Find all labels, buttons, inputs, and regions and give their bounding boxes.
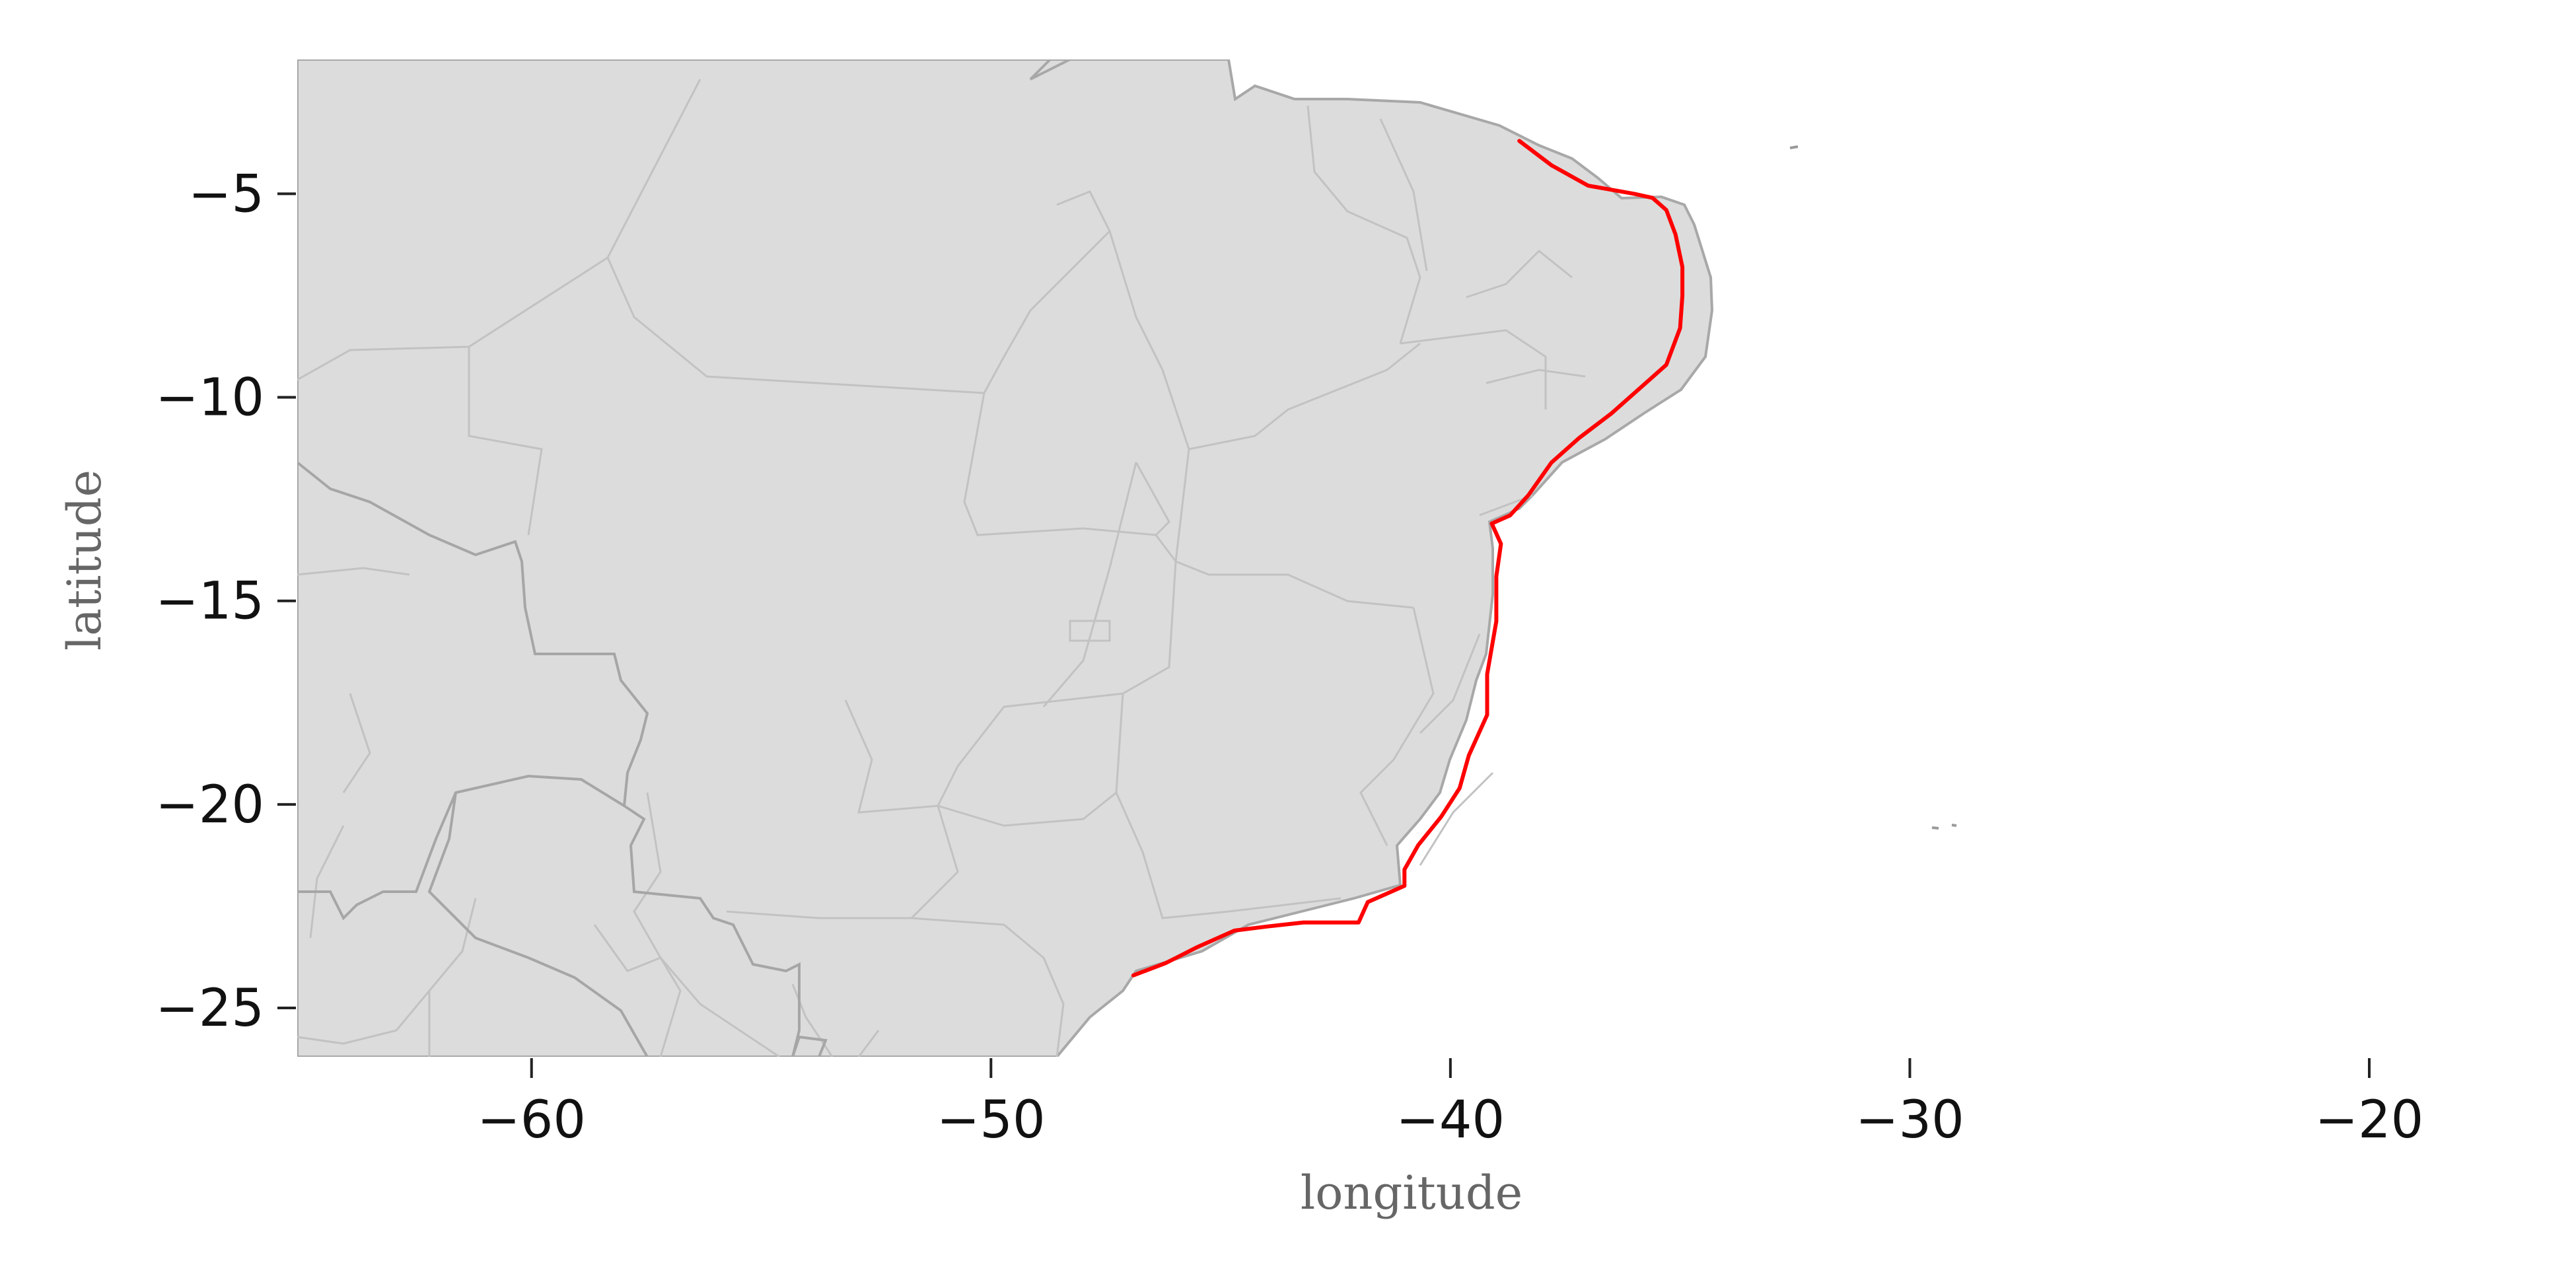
y-tick-label: −10 bbox=[155, 369, 264, 428]
highlighted-coastline bbox=[1131, 139, 1685, 978]
y-axis: −5 −10 −15 −20 −25 bbox=[155, 164, 296, 1038]
map-plot-area bbox=[297, 59, 1957, 1057]
country-borders bbox=[297, 461, 828, 1057]
x-tick-label: −60 bbox=[477, 1091, 586, 1150]
land-mass bbox=[297, 59, 1714, 1057]
x-tick-label: −50 bbox=[937, 1091, 1046, 1150]
x-axis: −60 −50 −40 −30 −20 bbox=[477, 1058, 2423, 1150]
x-tick-label: −20 bbox=[2315, 1091, 2424, 1150]
x-tick-label: −40 bbox=[1396, 1091, 1505, 1150]
y-axis-title: latitude bbox=[57, 470, 112, 651]
islands bbox=[1789, 145, 1957, 830]
x-axis-title: longitude bbox=[1301, 1166, 1522, 1220]
y-tick-label: −20 bbox=[155, 775, 264, 835]
x-tick-label: −30 bbox=[1855, 1091, 1964, 1150]
y-tick-label: −25 bbox=[155, 979, 264, 1038]
y-tick-label: −15 bbox=[155, 572, 264, 631]
y-tick-label: −5 bbox=[188, 164, 264, 224]
state-borders bbox=[297, 79, 1586, 1057]
